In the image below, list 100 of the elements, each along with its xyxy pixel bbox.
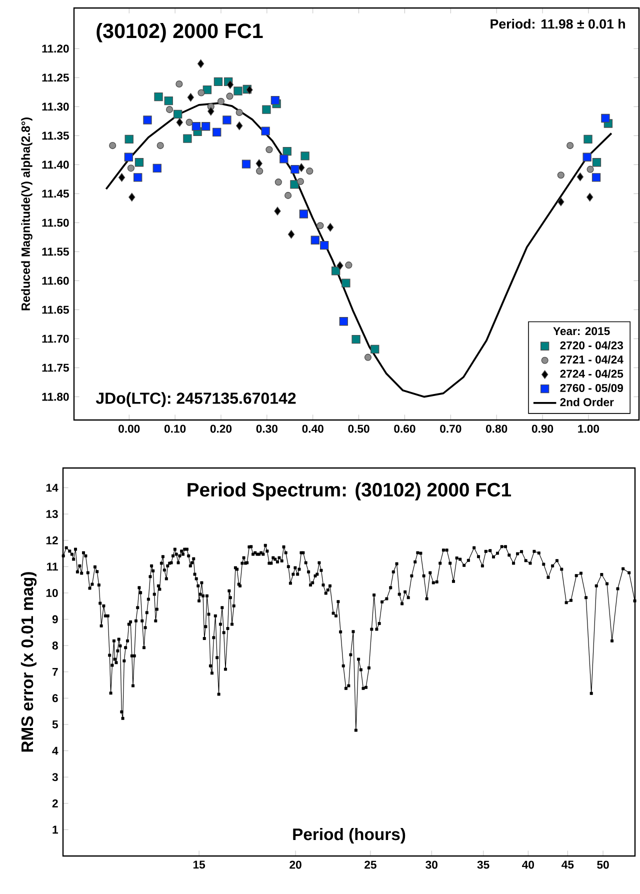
point (282, 147, 292, 156)
point (306, 168, 314, 175)
point (336, 261, 344, 270)
point (557, 172, 564, 179)
point (274, 206, 281, 216)
y-tick-label: 7 (52, 668, 58, 676)
x-tick-label: 0.10 (164, 424, 186, 433)
point (288, 230, 295, 239)
point (370, 344, 380, 354)
point (173, 110, 182, 119)
y-tick-label: 11.55 (42, 248, 69, 256)
y-tick-label: 14 (46, 484, 58, 492)
point (134, 158, 144, 167)
point (226, 92, 234, 100)
x-tick-label: 0.20 (210, 424, 232, 433)
point (128, 192, 136, 202)
point (261, 126, 270, 136)
y-tick-label: 12 (46, 536, 58, 544)
point (558, 197, 564, 206)
y-tick-label: 11.50 (42, 218, 69, 227)
y-tick-label: 6 (52, 694, 58, 702)
x-tick-label: 15 (193, 860, 206, 869)
point (586, 192, 594, 202)
point (166, 106, 174, 114)
point (582, 152, 592, 162)
y-tick-label: 11.30 (42, 102, 69, 111)
y-tick-label: 8 (52, 642, 58, 650)
point (186, 118, 193, 126)
y-tick-label: 9 (52, 615, 58, 624)
point (566, 142, 574, 150)
y-tick-label: 3 (52, 773, 58, 782)
annotation: JDo(LTC): 2457135.670142 (96, 392, 296, 408)
x-tick-label: 35 (477, 860, 490, 869)
y-tick-label: 11.70 (42, 334, 69, 343)
x-tick-label: 45 (562, 860, 574, 869)
x-tick-label: 0.40 (302, 424, 324, 433)
x-tick-label: 0.00 (118, 424, 140, 433)
point (187, 93, 194, 102)
point (176, 118, 183, 127)
y-tick-label: 11.20 (42, 44, 69, 53)
point (576, 172, 584, 182)
y-tick-label: 11.65 (42, 306, 69, 314)
x-tick-label: 40 (522, 860, 534, 869)
x-tick-label: 0.30 (256, 424, 278, 433)
point (316, 222, 324, 230)
y-axis-title: Reduced Magnitude(V) alpha(2.8°) (21, 118, 32, 310)
point (592, 158, 602, 167)
x-tick-label: 0.50 (348, 424, 370, 433)
point (290, 180, 299, 189)
annotation: Period: 11.98 ± 0.01 h (490, 18, 625, 29)
point (256, 159, 262, 168)
point (236, 121, 243, 130)
y-tick-label: 11.80 (42, 392, 69, 401)
y-tick-label: 11.45 (42, 190, 69, 198)
point (280, 154, 288, 164)
text: (30102) 2000 FC1 (96, 23, 263, 42)
point (326, 223, 334, 232)
y-tick-label: 11.75 (42, 364, 69, 372)
point (109, 142, 116, 150)
point (156, 142, 164, 150)
point (342, 278, 350, 288)
point (208, 106, 214, 116)
y-tick-label: 11 (47, 562, 58, 571)
x-axis-title: Period (hours) (293, 828, 406, 844)
point (143, 116, 152, 124)
point (197, 59, 204, 68)
point (300, 152, 310, 160)
point (127, 164, 134, 172)
point (584, 134, 592, 144)
y-tick-label: 10 (46, 588, 58, 597)
point (299, 210, 308, 218)
x-tick-label: 0.70 (440, 424, 462, 433)
point (222, 116, 232, 124)
y-tick-label: 13 (46, 510, 58, 518)
point (290, 164, 300, 174)
point (246, 85, 253, 94)
y-tick-label: 2 (52, 799, 58, 808)
point (266, 146, 273, 154)
x-tick-label: 20 (290, 860, 302, 869)
point (320, 241, 329, 250)
point (226, 80, 234, 89)
point (192, 122, 201, 131)
point (345, 262, 352, 269)
point (296, 178, 304, 186)
point (310, 236, 320, 244)
point (183, 134, 192, 143)
x-tick-label: 30 (426, 860, 438, 869)
point (586, 166, 594, 173)
point (176, 80, 183, 88)
x-tick-label: 0.60 (394, 424, 416, 433)
point (256, 168, 264, 175)
point (164, 96, 173, 106)
point (201, 122, 210, 131)
point (298, 163, 305, 172)
point (154, 92, 163, 102)
legend-title: Year: 2015 (553, 327, 610, 336)
point (134, 173, 142, 182)
legend-label: 2nd Order (560, 398, 614, 406)
point (352, 335, 360, 344)
point (124, 152, 133, 162)
